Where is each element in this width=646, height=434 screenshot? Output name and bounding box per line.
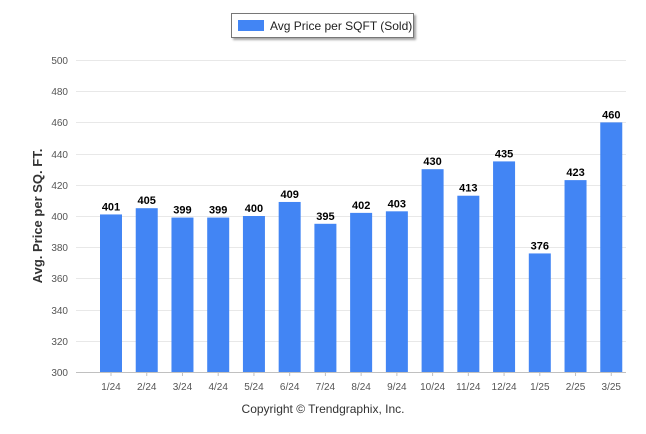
bar-5-24[interactable] bbox=[242, 216, 265, 372]
data-label: 435 bbox=[495, 148, 513, 160]
y-tick-label: 320 bbox=[51, 337, 68, 348]
x-tick-label: 4/24 bbox=[208, 382, 228, 393]
data-label: 405 bbox=[138, 195, 156, 207]
x-tick-label: 3/24 bbox=[173, 382, 193, 393]
y-tick-label: 420 bbox=[51, 181, 68, 192]
bar-1-25[interactable] bbox=[528, 253, 551, 372]
x-tick-label: 10/24 bbox=[420, 382, 445, 393]
bar-6-24[interactable] bbox=[278, 201, 301, 372]
x-tick-label: 1/24 bbox=[101, 382, 121, 393]
data-label: 402 bbox=[352, 200, 370, 212]
bar-12-24[interactable] bbox=[493, 161, 516, 372]
data-label: 395 bbox=[316, 211, 334, 223]
bar-3-24[interactable] bbox=[171, 217, 194, 372]
x-tick-label: 2/24 bbox=[137, 382, 157, 393]
data-labels: 401 405 399 399 400 409 395 402 403 430 413 435 376 4… bbox=[102, 109, 621, 252]
data-label: 430 bbox=[423, 156, 441, 168]
x-tick-label: 9/24 bbox=[387, 382, 407, 393]
x-tick-label: 5/24 bbox=[244, 382, 264, 393]
legend[interactable]: Avg Price per SQFT (Sold) bbox=[231, 13, 414, 38]
y-tick-label: 400 bbox=[51, 212, 68, 223]
y-axis-title: Avg. Price per SQ. FT. bbox=[30, 149, 45, 284]
bar-3-25[interactable] bbox=[600, 122, 623, 373]
bar-7-24[interactable] bbox=[314, 223, 337, 372]
y-tick-label: 500 bbox=[51, 56, 68, 67]
y-tick-label: 360 bbox=[51, 274, 68, 285]
bar-9-24[interactable] bbox=[385, 211, 408, 372]
x-tick-label: 12/24 bbox=[492, 382, 517, 393]
bar-8-24[interactable] bbox=[350, 212, 373, 372]
legend-swatch bbox=[238, 20, 264, 31]
bar-10-24[interactable] bbox=[421, 169, 444, 372]
bars bbox=[100, 122, 623, 373]
x-tick-label: 1/25 bbox=[530, 382, 550, 393]
x-tick-label: 2/25 bbox=[566, 382, 586, 393]
x-tick-label: 8/24 bbox=[351, 382, 371, 393]
x-axis-ticks: 1/24 2/24 3/24 4/24 5/24 6/24 7/24 8/24 9/24 10/2… bbox=[101, 372, 621, 393]
data-label: 423 bbox=[566, 167, 584, 179]
data-label: 460 bbox=[602, 109, 620, 121]
data-label: 399 bbox=[173, 205, 191, 217]
x-tick-label: 7/24 bbox=[316, 382, 336, 393]
x-tick-label: 3/25 bbox=[602, 382, 622, 393]
x-tick-label: 11/24 bbox=[456, 382, 481, 393]
copyright-text: Copyright © Trendgraphix, Inc. bbox=[241, 402, 405, 416]
y-tick-label: 300 bbox=[51, 368, 68, 379]
data-label: 403 bbox=[388, 198, 406, 210]
data-label: 400 bbox=[245, 203, 263, 215]
y-tick-label: 460 bbox=[51, 118, 68, 129]
y-axis-ticks: 300 320 340 360 380 400 420 440 460 480 500 bbox=[51, 56, 68, 379]
bar-11-24[interactable] bbox=[457, 195, 480, 372]
y-tick-label: 440 bbox=[51, 150, 68, 161]
data-label: 409 bbox=[280, 189, 298, 201]
data-label: 413 bbox=[459, 183, 477, 195]
x-tick-label: 6/24 bbox=[280, 382, 300, 393]
y-tick-label: 380 bbox=[51, 243, 68, 254]
y-tick-label: 340 bbox=[51, 306, 68, 317]
y-tick-label: 480 bbox=[51, 87, 68, 98]
data-label: 399 bbox=[209, 205, 227, 217]
bar-2-25[interactable] bbox=[564, 180, 587, 372]
data-label: 376 bbox=[531, 240, 549, 252]
data-label: 401 bbox=[102, 201, 120, 213]
bar-2-24[interactable] bbox=[135, 208, 158, 372]
bar-1-24[interactable] bbox=[100, 214, 122, 372]
bar-4-24[interactable] bbox=[207, 217, 230, 372]
legend-label: Avg Price per SQFT (Sold) bbox=[270, 18, 413, 33]
